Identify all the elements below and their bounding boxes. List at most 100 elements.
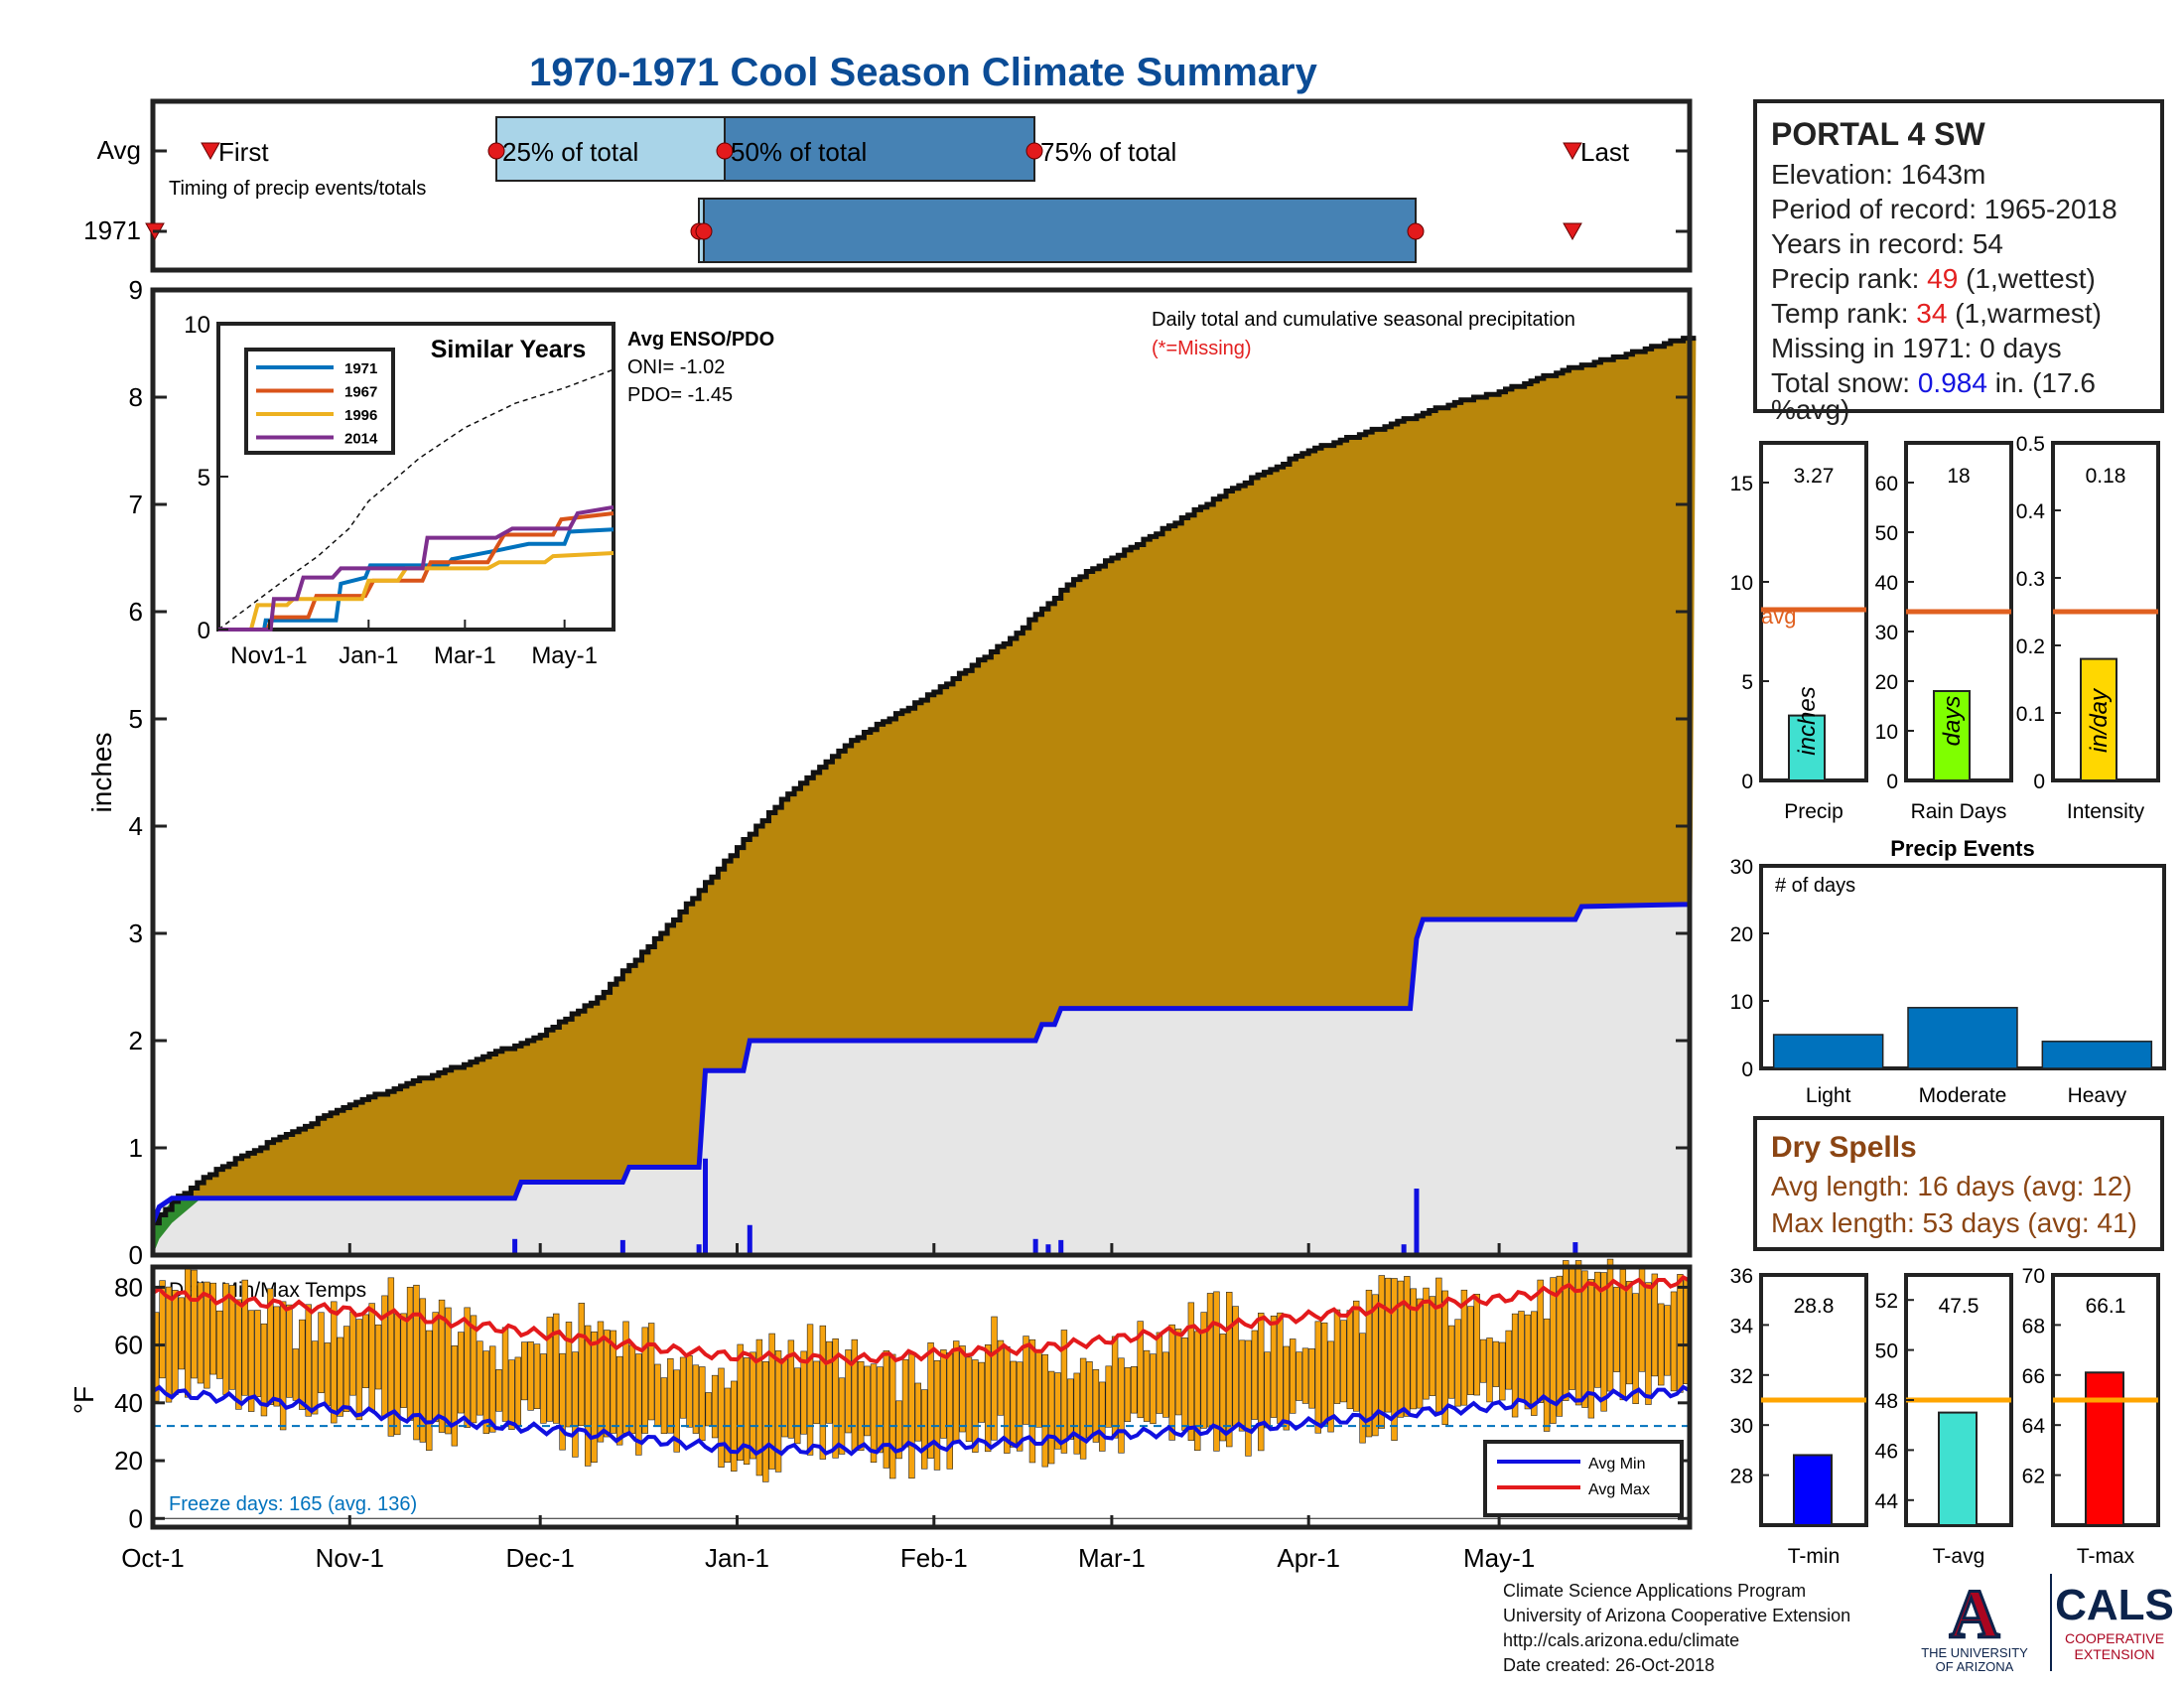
precip_total-unit-label: inches xyxy=(1794,686,1821,755)
daily-temp-bar xyxy=(806,1324,814,1456)
legend-avg-min-label: Avg Min xyxy=(1588,1456,1646,1473)
station-elevation: Elevation: 1643m xyxy=(1771,159,1986,190)
daily-temp-bar xyxy=(508,1359,515,1430)
daily-precip-bar xyxy=(1572,1242,1578,1255)
tmin_summary-ytick-label: 30 xyxy=(1730,1415,1753,1438)
daily-temp-bar xyxy=(1099,1381,1106,1452)
daily-temp-bar xyxy=(1111,1336,1119,1439)
daily-temp-bar xyxy=(1340,1320,1347,1403)
daily-precip-bar xyxy=(512,1238,518,1255)
timing-year-q50-marker xyxy=(695,222,713,240)
daily-temp-bar xyxy=(952,1340,960,1442)
cals-logo-line-1: COOPERATIVE xyxy=(2065,1630,2164,1646)
date-xtick-label: Oct-1 xyxy=(121,1543,185,1573)
daily-temp-bar xyxy=(1645,1282,1652,1405)
main-ytick-label: 8 xyxy=(129,382,143,412)
pdo-value: PDO= -1.45 xyxy=(627,384,733,406)
daily-temp-bar xyxy=(191,1269,198,1379)
events-ytick-label: 20 xyxy=(1730,923,1753,946)
daily-temp-bar xyxy=(895,1400,902,1460)
tmax_summary-ytick-label: 70 xyxy=(2022,1265,2045,1288)
daily-temp-bar xyxy=(228,1285,236,1390)
daily-temp-bar xyxy=(718,1367,725,1468)
daily-temp-bar xyxy=(1054,1372,1061,1450)
daily-temp-bar xyxy=(1410,1288,1417,1410)
daily-temp-bar xyxy=(1067,1378,1074,1440)
main-ylabel: inches xyxy=(86,733,117,813)
intensity-bar xyxy=(2080,657,2117,781)
daily-temp-bar xyxy=(978,1361,985,1423)
daily-temp-bar xyxy=(184,1267,192,1398)
daily-temp-bar xyxy=(1035,1349,1042,1428)
similar-legend-label-1967: 1967 xyxy=(344,384,377,401)
daily-temp-bar xyxy=(1168,1324,1175,1441)
daily-temp-bar xyxy=(1174,1329,1182,1416)
temp-ytick-label: 20 xyxy=(114,1446,143,1476)
daily-temp-bar xyxy=(889,1353,896,1479)
daily-temp-bar xyxy=(647,1323,655,1421)
daily-temp-bar xyxy=(870,1363,878,1464)
precip_total-ytick-label: 0 xyxy=(1741,771,1753,793)
daily-temp-bar xyxy=(1333,1309,1341,1404)
daily-temp-bar xyxy=(260,1323,268,1417)
similar-avg-dashed-line xyxy=(217,368,614,631)
daily-temp-bar xyxy=(1314,1321,1321,1434)
daily-temp-bar xyxy=(1296,1351,1302,1401)
daily-temp-bar xyxy=(1492,1340,1500,1387)
daily-precip-bar xyxy=(1045,1244,1051,1255)
daily-temp-bar xyxy=(362,1314,369,1388)
daily-temp-bar xyxy=(292,1348,300,1401)
precip-avg-label: avg xyxy=(1761,604,1796,629)
daily-precip-bar xyxy=(696,1244,702,1255)
credits-line-3: http://cals.arizona.edu/climate xyxy=(1503,1630,1740,1650)
daily-temp-bar xyxy=(819,1325,827,1460)
enso-pdo-title: Avg ENSO/PDO xyxy=(627,329,774,351)
daily-temp-bar xyxy=(1600,1272,1607,1412)
daily-temp-bar xyxy=(406,1287,414,1421)
daily-temp-bar xyxy=(1594,1271,1601,1388)
daily-temp-bar xyxy=(1524,1314,1532,1410)
events-ytick-label: 0 xyxy=(1741,1058,1753,1081)
daily-temp-bar xyxy=(273,1306,280,1407)
station-snow: Total snow: 0.984 in. (17.6 xyxy=(1771,365,2146,400)
daily-temp-bar xyxy=(1518,1311,1525,1402)
daily-temp-bar xyxy=(1454,1319,1461,1407)
daily-temp-bar xyxy=(1365,1289,1373,1438)
daily-temp-bar xyxy=(1632,1293,1639,1404)
daily-temp-bar xyxy=(197,1282,205,1384)
daily-temp-bar xyxy=(755,1338,763,1477)
daily-temp-bar xyxy=(1028,1338,1036,1464)
timing-avg-q75-marker xyxy=(1025,142,1043,160)
daily-temp-bar xyxy=(1226,1292,1233,1448)
ua-logo-line-2: OF ARIZONA xyxy=(1936,1659,2014,1673)
daily-temp-bar xyxy=(331,1301,338,1424)
daily-temp-bar xyxy=(1124,1367,1132,1422)
daily-temp-bar xyxy=(946,1352,953,1470)
daily-temp-bar xyxy=(527,1341,534,1411)
daily-temp-bar xyxy=(172,1290,179,1395)
precip-rank-suffix: (1,wettest) xyxy=(1958,263,2096,294)
daily-temp-bar xyxy=(1162,1351,1169,1418)
daily-temp-bar xyxy=(1346,1310,1353,1410)
rain_days-ytick-label: 30 xyxy=(1875,622,1898,644)
intensity-ytick-label: 0.1 xyxy=(2016,703,2045,726)
daily-temp-bar xyxy=(1581,1270,1588,1408)
daily-temp-bar xyxy=(591,1331,598,1464)
daily-temp-bar xyxy=(927,1341,934,1459)
daily-temp-bar xyxy=(597,1321,605,1443)
daily-temp-bar xyxy=(1010,1360,1017,1448)
daily-temp-bar xyxy=(349,1311,356,1396)
daily-temp-bar xyxy=(1606,1258,1614,1392)
daily-temp-bar xyxy=(1047,1370,1055,1465)
events-bar-heavy xyxy=(2041,1041,2153,1069)
obs-cumulative-area xyxy=(153,904,1690,1255)
daily-temp-bar xyxy=(750,1351,756,1460)
daily-temp-bar xyxy=(1327,1340,1334,1433)
avg-cumulative-line xyxy=(153,336,1697,1226)
intensity-value-label: 0.18 xyxy=(2086,465,2126,488)
daily-temp-bar xyxy=(1079,1357,1087,1460)
precip_total-ytick-label: 10 xyxy=(1730,572,1753,595)
tavg_summary-bar xyxy=(1938,1411,1978,1526)
daily-temp-bar xyxy=(1435,1277,1442,1413)
daily-temp-bar xyxy=(178,1297,185,1370)
